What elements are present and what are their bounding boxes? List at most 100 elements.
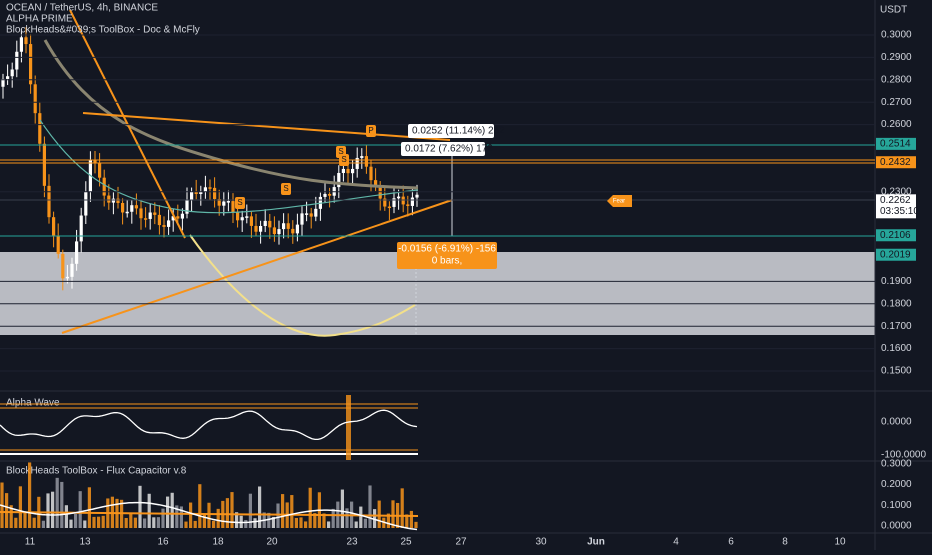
signal-marker-label: S: [341, 155, 346, 164]
alpha-tick-label: -100.0000: [881, 450, 926, 461]
alpha-tick-label: 0.0000: [881, 417, 912, 428]
measure-label: -0.0156 (-6.91%) -156: [398, 244, 496, 255]
trend-line: [82, 112, 451, 141]
candle-body: [190, 191, 194, 200]
flux-line: [0, 501, 418, 531]
volume-bar: [216, 508, 220, 528]
trend-line: [61, 199, 453, 334]
candle-body: [268, 220, 272, 228]
volume-bar: [55, 477, 59, 528]
signal-marker: [339, 154, 349, 166]
curve-line: [189, 234, 416, 337]
candle-body: [208, 187, 212, 189]
volume-bar: [400, 488, 404, 528]
indicator-label: ALPHA PRIME: [6, 14, 73, 25]
candle-body: [277, 229, 281, 235]
price-tick-label: 0.1900: [881, 276, 912, 287]
candle-body: [364, 156, 368, 167]
candle-body: [410, 197, 414, 206]
candle-body: [102, 177, 106, 196]
candle-body: [162, 225, 166, 227]
candle-body: [93, 160, 97, 164]
candle-body: [111, 198, 115, 203]
candle-body: [305, 213, 309, 215]
candle-body: [240, 217, 244, 221]
candle-body: [249, 216, 253, 226]
date-label: 20: [266, 537, 278, 548]
candle-body: [272, 227, 276, 235]
candle-body: [406, 204, 410, 206]
volume-bar: [46, 493, 50, 528]
volume-bar: [28, 462, 32, 528]
volume-bar: [258, 486, 262, 528]
candle-body: [42, 143, 46, 186]
candle-body: [171, 216, 175, 221]
price-tag: [876, 137, 916, 150]
date-label: 10: [834, 537, 846, 548]
candle-body: [125, 211, 129, 214]
volume-bar: [327, 521, 331, 528]
candle-body: [61, 253, 65, 279]
candle-body: [153, 212, 157, 215]
indicator-label: BlockHeads&#039;s ToolBox - Doc & McFly: [6, 25, 200, 36]
candle-body: [75, 241, 79, 264]
candle-body: [337, 172, 341, 188]
candle-body: [19, 37, 23, 52]
pane-title: Alpha Wave: [6, 398, 60, 409]
candle-body: [415, 194, 419, 198]
candle-body: [52, 217, 56, 236]
candle-body: [360, 156, 364, 158]
candle-body: [328, 193, 332, 196]
volume-bar: [331, 508, 335, 528]
price-tick-label: 0.1500: [881, 366, 912, 377]
candle-body: [231, 201, 235, 213]
candle-body: [295, 224, 299, 234]
flux-tick-label: 0.1000: [881, 500, 912, 511]
candle-body: [176, 216, 180, 219]
date-label: 16: [157, 537, 169, 548]
volume-bar: [74, 514, 78, 528]
candle-body: [259, 225, 263, 232]
volume-bar: [147, 493, 151, 528]
candle-body: [263, 220, 267, 226]
volume-bar: [18, 486, 22, 528]
candle-body: [70, 263, 74, 277]
candle-body: [236, 212, 240, 221]
flux-level: [0, 511, 419, 517]
volume-bar: [414, 521, 418, 528]
volume-bar: [267, 512, 271, 528]
volume-bar: [230, 492, 234, 528]
volume-bar: [78, 491, 82, 528]
volume-bar: [304, 521, 308, 528]
volume-bar: [166, 496, 170, 528]
price-tick-label: 0.1600: [881, 343, 912, 354]
price-tag-label: 0.2106: [880, 230, 911, 241]
volume-bar: [386, 513, 390, 528]
pane-title: BlockHeads ToolBox - Flux Capacitor v.8: [6, 466, 187, 477]
volume-bar: [175, 505, 179, 528]
volume-bar: [377, 500, 381, 528]
candle-body: [29, 44, 33, 85]
volume-bar: [244, 520, 248, 528]
volume-bar: [23, 512, 27, 528]
volume-bar: [391, 500, 395, 528]
candle-body: [24, 37, 28, 45]
signal-marker: [235, 197, 245, 209]
price-tick-label: 0.1700: [881, 321, 912, 332]
volume-bar: [156, 517, 160, 528]
signal-marker-label: P: [368, 126, 373, 135]
volume-bar: [5, 493, 9, 528]
volume-bar: [14, 517, 18, 528]
volume-bar: [193, 520, 197, 528]
volume-bar: [235, 512, 239, 528]
volume-bar: [124, 518, 128, 528]
candle-body: [134, 205, 138, 209]
volume-bar: [207, 502, 211, 528]
volume-bar: [299, 517, 303, 528]
candle-body: [107, 195, 111, 203]
date-label: 8: [782, 537, 788, 548]
volume-bar: [138, 485, 142, 528]
candle-body: [213, 187, 217, 200]
volume-bar: [101, 515, 105, 528]
price-tick-label: 0.2700: [881, 97, 912, 108]
